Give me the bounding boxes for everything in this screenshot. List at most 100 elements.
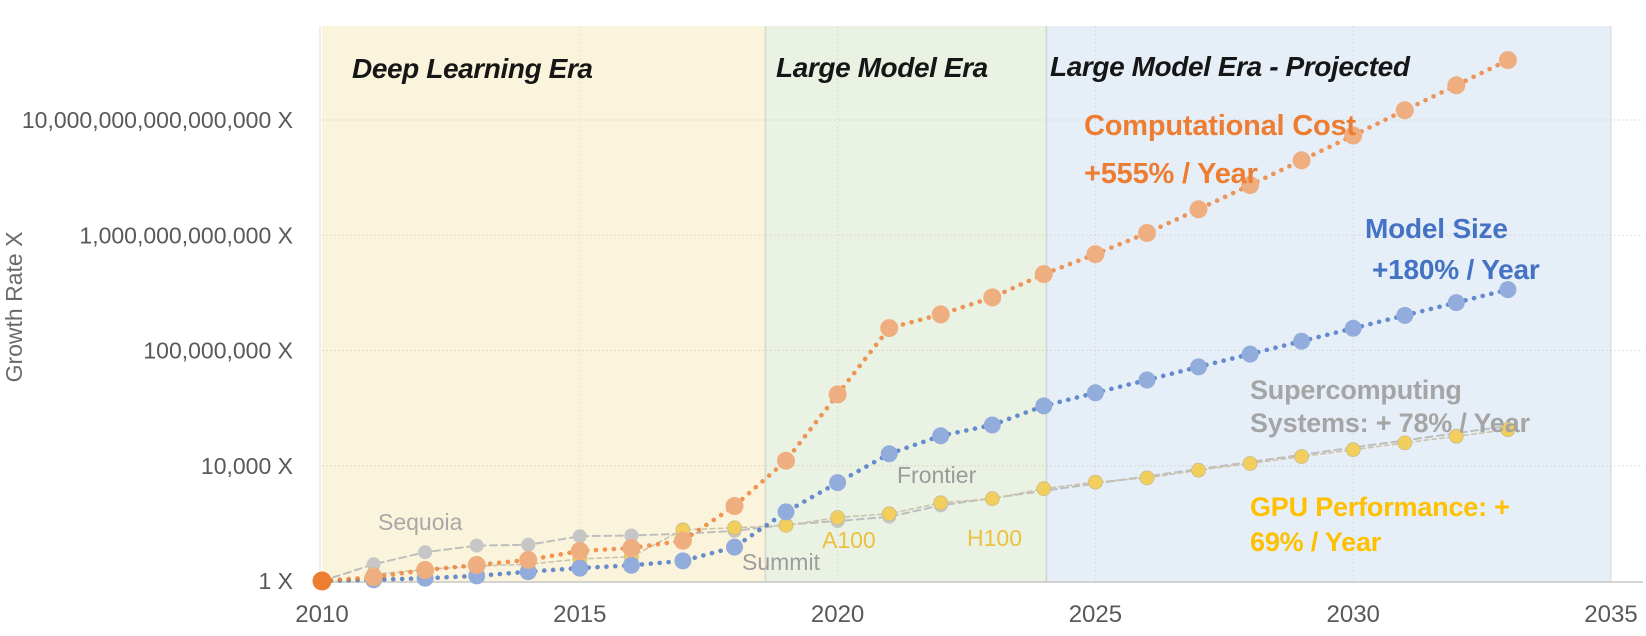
series-model-size (313, 281, 1517, 590)
marker-gpu-performance-2022 (933, 495, 949, 511)
marker-model-size-2019 (777, 503, 795, 521)
marker-computational-cost-2018 (725, 497, 744, 515)
marker-computational-cost-2011 (364, 568, 383, 587)
marker-model-size-2015 (571, 559, 589, 577)
marker-gpu-performance-2019 (778, 518, 794, 533)
y-tick-label: 1,000,000,000,000 X (79, 222, 293, 248)
marker-model-size-2030 (1344, 319, 1362, 337)
marker-gpu-performance-2025 (1088, 474, 1103, 490)
supercomputing-callout-line: Systems: + 78% / Year (1250, 408, 1530, 438)
x-tick-label: 2015 (553, 601, 606, 628)
marker-gpu-performance-2021 (881, 506, 897, 522)
annotation-frontier: Frontier (897, 462, 977, 488)
marker-computational-cost-2022 (931, 305, 950, 324)
x-tick-label: 2025 (1069, 601, 1122, 628)
annotation-a100: A100 (822, 527, 876, 553)
marker-computational-cost-2033 (1498, 51, 1517, 70)
x-tick-label: 2010 (295, 601, 348, 628)
marker-gpu-performance-2020 (830, 510, 845, 525)
series-computational-cost (312, 51, 1517, 591)
marker-computational-cost-2016 (622, 539, 641, 557)
marker-model-size-2020 (829, 474, 847, 492)
gpu-performance-callout-line: 69% / Year (1250, 527, 1382, 557)
marker-supercomputing-systems-2014 (521, 537, 536, 552)
marker-model-size-2023 (983, 416, 1001, 434)
marker-computational-cost-2020 (828, 385, 847, 404)
marker-computational-cost-2031 (1395, 101, 1414, 120)
annotation-sequoia: Sequoia (378, 509, 463, 535)
gpu-performance-callout: GPU Performance: + 69% / Year (1250, 492, 1510, 557)
marker-computational-cost-2013 (467, 556, 486, 574)
marker-model-size-2024 (1035, 397, 1053, 415)
marker-gpu-performance-2028 (1242, 456, 1258, 471)
model-size-callout-line: +180% / Year (1372, 254, 1540, 285)
y-axis-title: Growth Rate X (1, 232, 27, 383)
model-size-callout: Model Size +180% / Year (1365, 213, 1540, 285)
marker-supercomputing-systems-2011 (366, 557, 381, 572)
marker-model-size-2031 (1396, 306, 1414, 324)
marker-computational-cost-2021 (880, 319, 899, 338)
marker-gpu-performance-2030 (1345, 442, 1361, 458)
x-tick-label: 2020 (811, 601, 864, 628)
annotation-h100: H100 (967, 525, 1022, 551)
marker-computational-cost-2012 (416, 561, 435, 579)
gpu-performance-callout-line: GPU Performance: + (1250, 492, 1510, 522)
marker-model-size-2027 (1190, 358, 1207, 376)
marker-computational-cost-2017 (673, 531, 692, 550)
y-tick-label: 100,000,000 X (143, 338, 293, 364)
marker-computational-cost-2030 (1344, 126, 1363, 145)
marker-computational-cost-2019 (777, 451, 795, 470)
marker-model-size-2018 (726, 538, 743, 556)
marker-model-size-2028 (1241, 345, 1259, 363)
y-tick-label: 10,000 X (201, 453, 293, 479)
era-band-large-model-era-projected (1046, 26, 1611, 582)
series-line-model-size (319, 287, 1511, 584)
y-tick-label: 1 X (258, 568, 293, 594)
marker-gpu-performance-2018 (727, 520, 742, 536)
marker-gpu-performance-2032 (1448, 428, 1464, 444)
marker-computational-cost-2023 (983, 288, 1002, 307)
marker-computational-cost-2026 (1138, 224, 1156, 242)
marker-model-size-2022 (932, 427, 950, 445)
x-tick-label: 2030 (1327, 601, 1380, 628)
marker-supercomputing-systems-2016 (624, 528, 639, 543)
marker-gpu-performance-2027 (1191, 462, 1206, 478)
marker-model-size-2029 (1293, 332, 1311, 350)
marker-computational-cost-2014 (519, 550, 538, 569)
era-title-large-model-era-projected: Large Model Era - Projected (1050, 51, 1411, 82)
model-size-callout-line: Model Size (1365, 213, 1508, 244)
series-line-supercomputing-systems (321, 425, 1509, 582)
computational-cost-callout-line: Computational Cost (1084, 110, 1356, 142)
era-band-deep-learning-era (322, 26, 766, 582)
marker-model-size-2016 (622, 556, 640, 574)
marker-computational-cost-2015 (570, 542, 589, 560)
marker-gpu-performance-2023 (984, 491, 1000, 507)
era-band-large-model-era (765, 26, 1047, 582)
era-title-large-model-era: Large Model Era (776, 52, 988, 83)
y-tick-label: 10,000,000,000,000,000 X (22, 107, 293, 133)
marker-gpu-performance-2033 (1500, 422, 1516, 438)
marker-model-size-2017 (674, 552, 692, 570)
marker-model-size-2025 (1086, 384, 1104, 402)
marker-gpu-performance-2026 (1139, 470, 1155, 486)
marker-supercomputing-systems-2015 (572, 529, 587, 544)
marker-computational-cost-2029 (1292, 151, 1311, 170)
marker-model-size-2021 (880, 445, 898, 463)
marker-computational-cost-2010 (312, 571, 332, 591)
marker-supercomputing-systems-2013 (469, 538, 484, 553)
computational-cost-callout-line: +555% / Year (1084, 158, 1258, 190)
marker-gpu-performance-2031 (1397, 435, 1413, 451)
marker-model-size-2033 (1499, 281, 1517, 299)
marker-computational-cost-2024 (1034, 265, 1053, 284)
marker-gpu-performance-2029 (1294, 449, 1309, 464)
annotation-summit: Summit (742, 549, 821, 575)
marker-computational-cost-2028 (1241, 176, 1260, 195)
supercomputing-callout-line: Supercomputing (1250, 375, 1462, 405)
marker-model-size-2032 (1447, 294, 1465, 312)
era-title-deep-learning-era: Deep Learning Era (352, 53, 593, 84)
marker-gpu-performance-2024 (1036, 481, 1052, 497)
marker-computational-cost-2027 (1189, 200, 1208, 219)
